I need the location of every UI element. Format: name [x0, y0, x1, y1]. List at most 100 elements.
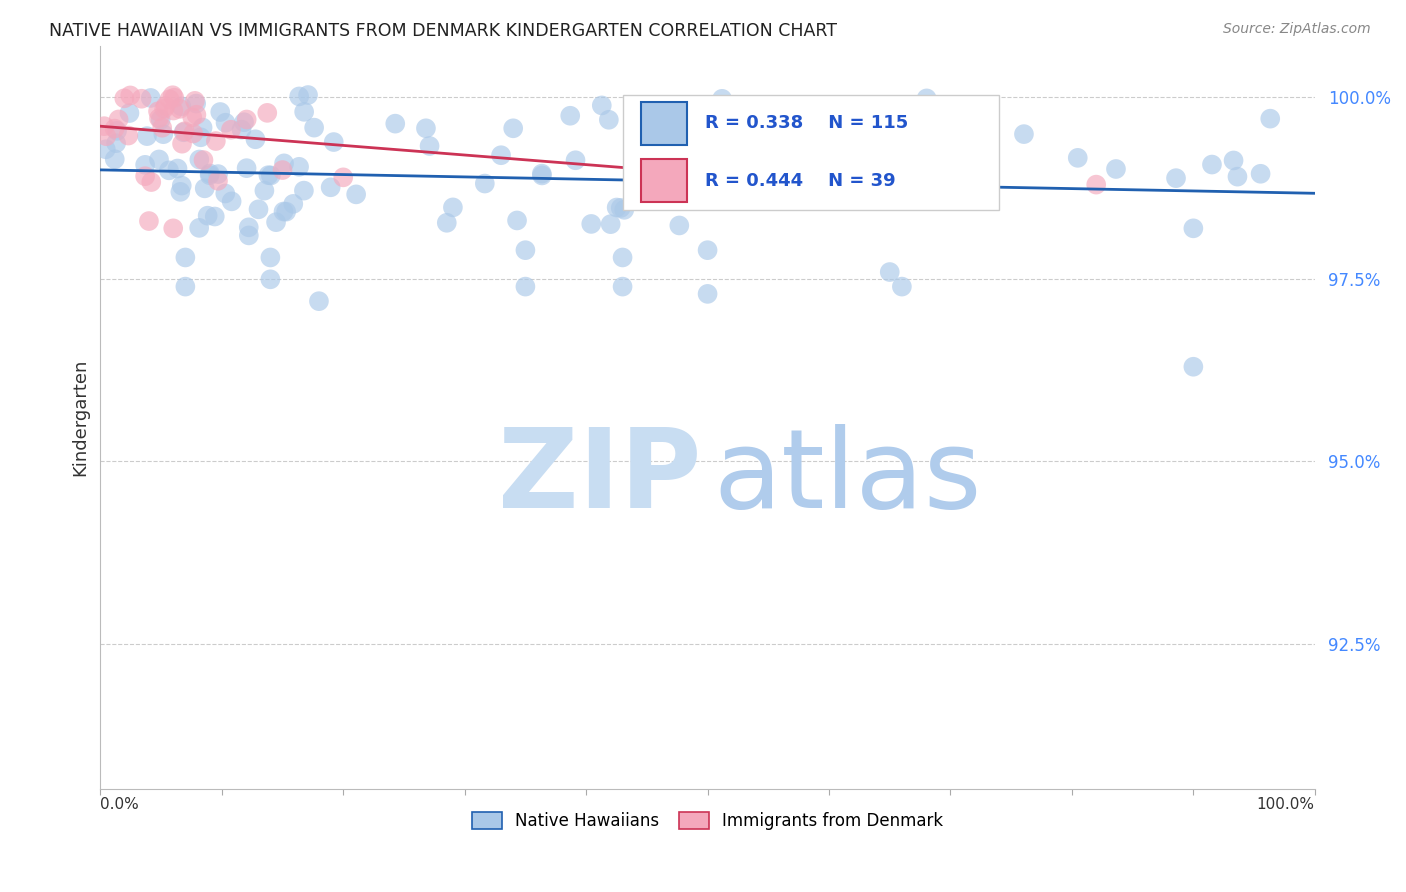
Point [696, 286, 718, 301]
Point [332, 170, 354, 185]
Point [256, 106, 278, 120]
Point [159, 92, 181, 106]
Point [636, 101, 658, 115]
Point [560, 109, 582, 123]
Point [915, 91, 938, 105]
Point [162, 103, 184, 118]
Point [862, 102, 884, 116]
Point [107, 112, 129, 127]
Point [181, 111, 204, 125]
Point [221, 194, 243, 209]
Point [703, 134, 725, 148]
Point [474, 177, 496, 191]
Point [257, 168, 280, 182]
Point [152, 127, 174, 141]
Legend: Native Hawaiians, Immigrants from Denmark: Native Hawaiians, Immigrants from Denmar… [465, 805, 950, 837]
Text: 100.0%: 100.0% [1257, 797, 1315, 812]
Point [174, 251, 197, 265]
Point [1012, 127, 1035, 141]
Point [197, 209, 219, 223]
Point [756, 185, 779, 199]
Point [117, 128, 139, 143]
Point [105, 136, 128, 151]
Point [530, 169, 553, 183]
Point [1250, 167, 1272, 181]
Point [166, 161, 188, 176]
Text: NATIVE HAWAIIAN VS IMMIGRANTS FROM DENMARK KINDERGARTEN CORRELATION CHART: NATIVE HAWAIIAN VS IMMIGRANTS FROM DENMA… [49, 22, 837, 40]
Point [612, 279, 634, 293]
Point [668, 219, 690, 233]
Point [292, 104, 315, 119]
Point [219, 122, 242, 136]
Point [162, 88, 184, 103]
Point [308, 294, 330, 309]
Point [204, 210, 226, 224]
Point [489, 148, 512, 162]
Point [714, 143, 737, 157]
Point [207, 167, 229, 181]
FancyBboxPatch shape [641, 159, 688, 202]
Point [214, 116, 236, 130]
Point [238, 220, 260, 235]
Point [148, 112, 170, 126]
Point [322, 135, 344, 149]
Point [188, 220, 211, 235]
Point [169, 102, 191, 116]
Point [950, 150, 973, 164]
Point [150, 120, 173, 135]
Point [564, 153, 586, 168]
Point [627, 191, 650, 205]
Point [865, 180, 887, 194]
Point [273, 156, 295, 170]
Point [441, 200, 464, 214]
Point [253, 184, 276, 198]
FancyBboxPatch shape [623, 95, 1000, 210]
Point [288, 160, 311, 174]
Point [506, 213, 529, 227]
Point [214, 186, 236, 201]
Point [134, 169, 156, 184]
Point [238, 228, 260, 243]
Point [436, 216, 458, 230]
Point [606, 201, 628, 215]
Point [186, 96, 208, 111]
Point [153, 102, 176, 116]
Text: ZIP: ZIP [498, 424, 702, 531]
Point [105, 124, 128, 138]
Point [769, 152, 792, 166]
Point [302, 120, 325, 135]
Point [696, 178, 718, 192]
Point [141, 175, 163, 189]
Point [173, 124, 195, 138]
Point [344, 187, 367, 202]
Point [384, 117, 406, 131]
Point [186, 108, 208, 122]
Point [148, 153, 170, 167]
Point [1105, 161, 1128, 176]
Point [1085, 178, 1108, 192]
Point [696, 243, 718, 257]
Point [188, 153, 211, 167]
Point [149, 112, 172, 127]
Point [1201, 157, 1223, 171]
Point [184, 94, 207, 108]
Point [613, 202, 636, 217]
Point [193, 153, 215, 167]
Point [419, 139, 441, 153]
Point [666, 155, 689, 169]
Text: 0.0%: 0.0% [100, 797, 139, 812]
Point [1182, 221, 1205, 235]
Point [1164, 171, 1187, 186]
FancyBboxPatch shape [641, 102, 688, 145]
Point [264, 215, 287, 229]
Point [711, 92, 734, 106]
Text: Source: ZipAtlas.com: Source: ZipAtlas.com [1223, 22, 1371, 37]
Point [515, 243, 537, 257]
Point [273, 204, 295, 219]
Point [297, 88, 319, 103]
Text: atlas: atlas [714, 424, 983, 531]
Point [415, 121, 437, 136]
Point [198, 168, 221, 182]
Point [235, 161, 257, 176]
Point [170, 99, 193, 113]
